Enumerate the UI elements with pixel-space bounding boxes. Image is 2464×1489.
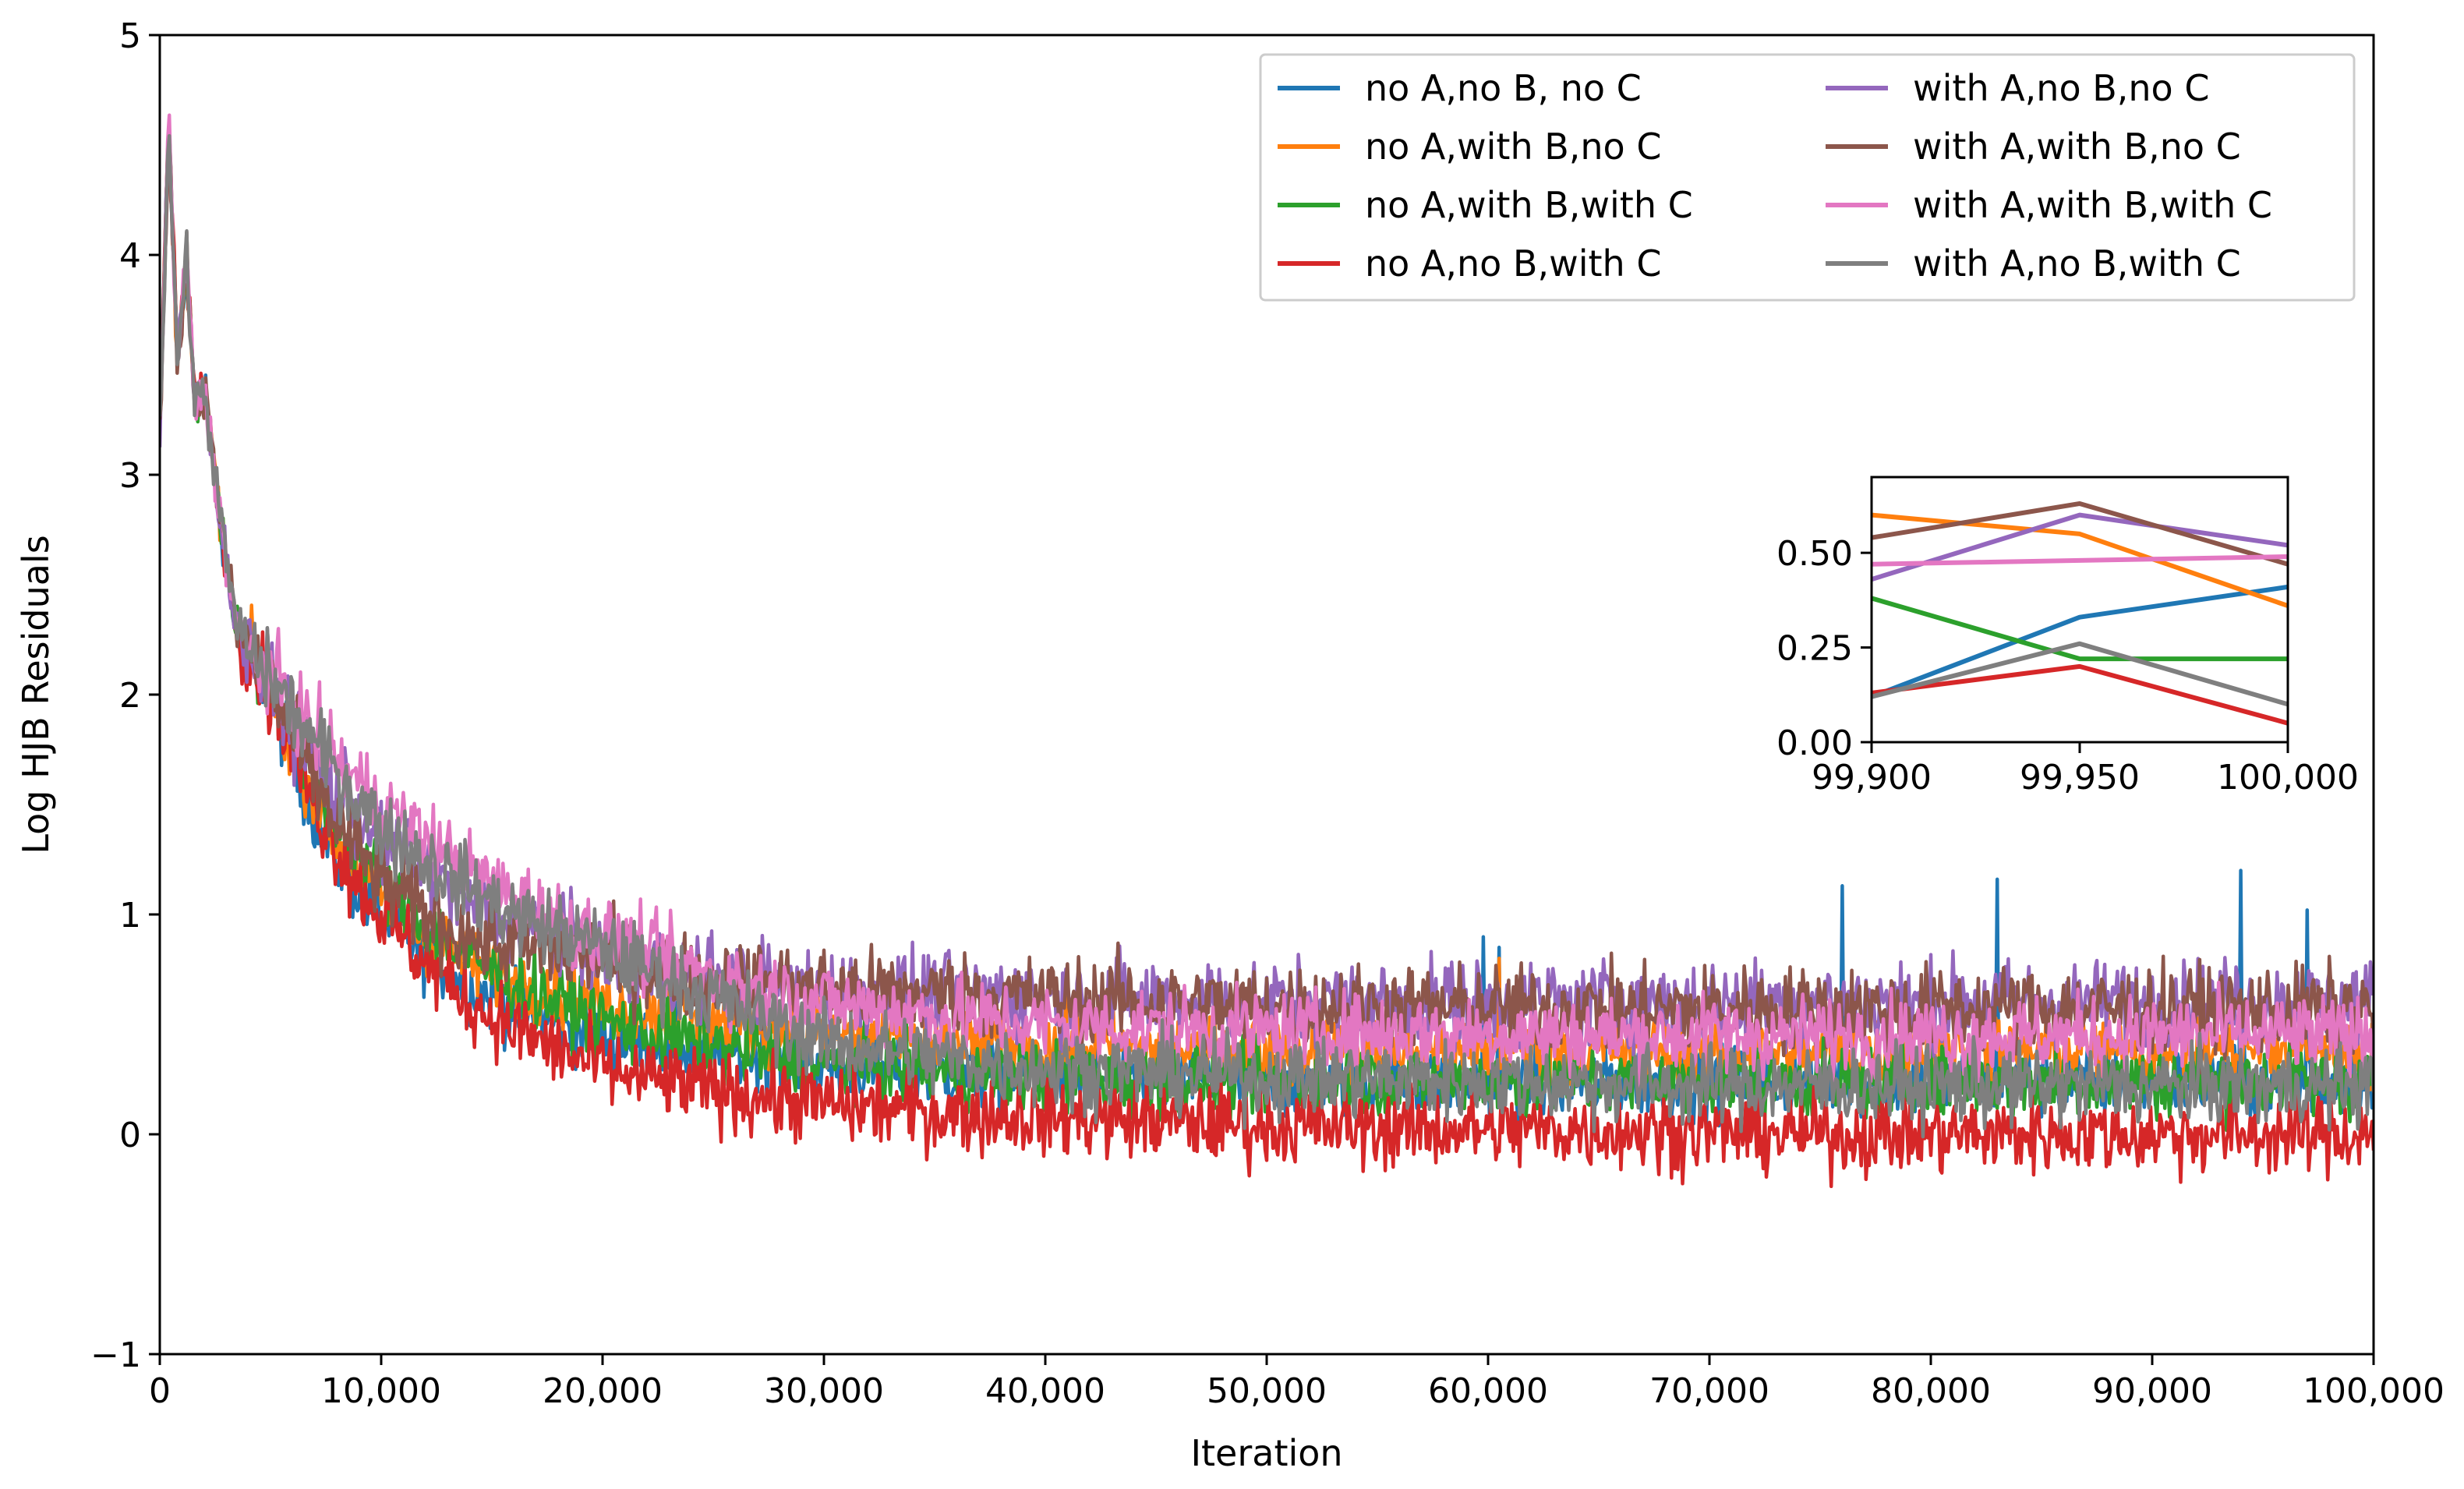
inset-series-group (1872, 501, 2288, 726)
inset-line-no-a-with-b-no-c (1872, 512, 2288, 608)
x-tick-label: 90,000 (2092, 1371, 2212, 1411)
inset-line-no-a-with-b-with-c (1872, 596, 2288, 662)
legend-label-no-a-no-b-with-c: no A,no B,with C (1365, 242, 1661, 285)
x-tick-label: 70,000 (1649, 1371, 1769, 1411)
legend: no A,no B, no C no A,with B,no C no A,with… (1259, 53, 2356, 302)
inset-y-tick-label: 0.25 (1776, 629, 1853, 669)
y-tick-label: −1 (90, 1335, 141, 1375)
legend-label-with-a-with-b-with-c: with A,with B,with C (1913, 184, 2272, 226)
inset-line-with-a-no-b-with-c (1872, 641, 2288, 707)
x-tick-label: 0 (149, 1371, 171, 1411)
series-line-with-a-with-b-with-c (160, 113, 2374, 1091)
legend-label-no-a-no-b-no-c: no A,no B, no C (1365, 67, 1642, 109)
x-tick-label: 50,000 (1207, 1371, 1327, 1411)
series-line-with-a-no-b-with-c (160, 133, 2374, 1139)
inset-y-tick-label: 0.00 (1776, 723, 1853, 763)
legend-box (1259, 53, 2356, 302)
inset-line-no-a-no-b-with-c (1872, 663, 2288, 726)
inset-x-tick-label: 99,950 (2020, 758, 2140, 798)
x-tick-label: 40,000 (985, 1371, 1105, 1411)
x-tick-label: 20,000 (543, 1371, 663, 1411)
legend-label-with-a-no-b-with-c: with A,no B,with C (1913, 242, 2241, 285)
y-tick-label: 5 (119, 16, 141, 56)
x-tick-label: 100,000 (2303, 1371, 2445, 1411)
inset-line-with-a-no-b-no-c (1872, 512, 2288, 582)
x-tick-label: 30,000 (764, 1371, 884, 1411)
inset-x-tick-label: 100,000 (2217, 758, 2359, 798)
y-tick-label: 2 (119, 676, 141, 716)
y-tick-label: 1 (119, 896, 141, 935)
x-tick-label: 10,000 (321, 1371, 441, 1411)
series-line-no-a-no-b-with-c (160, 145, 2374, 1189)
main-series-group (160, 113, 2374, 1189)
x-tick-label: 80,000 (1871, 1371, 1991, 1411)
inset-line-with-a-with-b-with-c (1872, 554, 2288, 567)
y-tick-label: 3 (119, 456, 141, 496)
inset-x-tick-label: 99,900 (1812, 758, 1932, 798)
main-plot: 0 10,000 20,000 30,000 40,000 50,000 60,000 70,… (15, 16, 2445, 1474)
y-tick-label: 4 (119, 236, 141, 276)
inset-y-tick-label: 0.50 (1776, 534, 1853, 574)
y-tick-label: 0 (119, 1116, 141, 1155)
x-axis-label: Iteration (1190, 1432, 1342, 1474)
legend-label-no-a-with-b-no-c: no A,with B,no C (1365, 126, 1661, 168)
legend-label-no-a-with-b-with-c: no A,with B,with C (1365, 184, 1693, 226)
inset-plot: 99,900 99,950 100,000 0.00 0.25 0.50 (1776, 476, 2359, 798)
inset-line-no-a-no-b-no-c (1872, 584, 2288, 699)
x-tick-label: 60,000 (1428, 1371, 1548, 1411)
legend-label-with-a-with-b-no-c: with A,with B,no C (1913, 126, 2241, 168)
inset-line-with-a-with-b-no-c (1872, 501, 2288, 567)
y-axis-label: Log HJB Residuals (15, 535, 57, 854)
series-line-with-a-with-b-no-c (160, 131, 2374, 1075)
legend-label-with-a-no-b-no-c: with A,no B,no C (1913, 67, 2209, 109)
